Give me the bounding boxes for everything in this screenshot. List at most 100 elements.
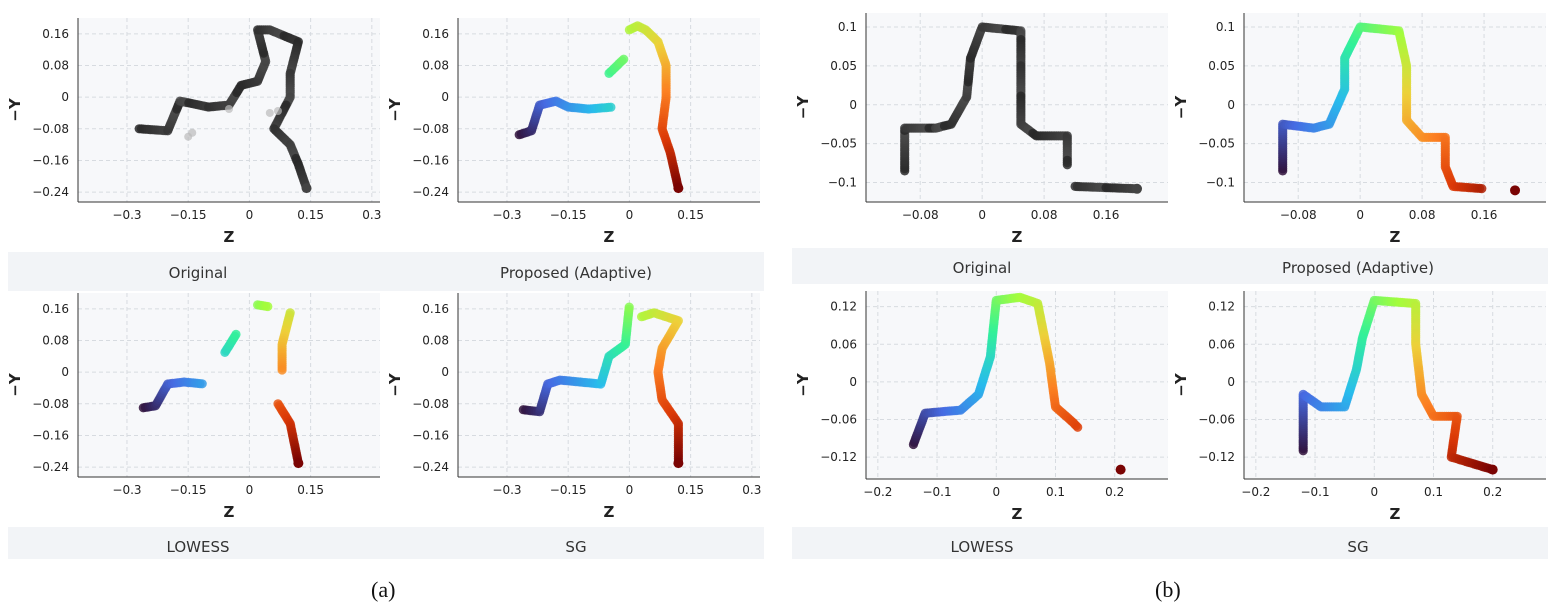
x-tick-label: 0: [1356, 208, 1364, 222]
x-tick-label: 0.16: [1471, 208, 1498, 222]
data-point: [1487, 464, 1498, 475]
x-tick-label: 0: [626, 208, 634, 222]
caption-band-a2: [8, 527, 764, 559]
x-axis-label: Z: [1390, 505, 1401, 523]
plot-area: [1244, 291, 1546, 479]
x-tick-label: 0.2: [1483, 485, 1502, 499]
y-tick-label: 0.05: [1208, 59, 1235, 73]
data-point: [277, 365, 287, 375]
data-point: [624, 302, 634, 312]
x-axis-label: Z: [1012, 228, 1023, 246]
y-tick-label: −0.08: [32, 122, 69, 136]
x-tick-label: −0.3: [492, 483, 521, 497]
data-point: [263, 301, 273, 312]
y-tick-label: −0.16: [32, 428, 69, 442]
x-tick-label: −0.1: [1300, 485, 1329, 499]
y-tick-label: −0.05: [1198, 137, 1235, 151]
y-tick-label: 0.16: [42, 302, 69, 316]
y-axis-label: −Y: [6, 372, 24, 397]
y-tick-label: 0: [61, 365, 69, 379]
scatter-plot-a-sg: −0.3 −0.15 0 0.15 0.3 0.16 0.08 0 −0.08 −0.16 −0.2…: [386, 293, 761, 521]
x-tick-label: 0.15: [677, 483, 704, 497]
x-tick-label: 0: [978, 208, 986, 222]
x-axis-label: Z: [1012, 505, 1023, 523]
y-tick-label: −0.16: [412, 153, 449, 167]
x-axis-label: Z: [604, 228, 615, 246]
x-tick-label: 0.08: [1409, 208, 1436, 222]
x-axis-label: Z: [224, 503, 235, 521]
y-tick-label: −0.16: [412, 428, 449, 442]
y-tick-label: −0.12: [1198, 450, 1235, 464]
y-tick-label: −0.24: [412, 185, 449, 199]
scatter-plot-b-proposed: −0.08 0 0.08 0.16 0.1 0.05 0 −0.05 −0.1 Z −Y: [1172, 13, 1546, 246]
data-point: [265, 108, 274, 117]
data-point: [1510, 185, 1521, 196]
scatter-plot-a-original: −0.3 −0.15 0 0.15 0.3 0.16 0.08 0 −0.08 −0.16 −0.2…: [6, 18, 381, 246]
y-tick-label: 0.12: [1208, 300, 1235, 314]
data-point: [1115, 464, 1126, 475]
y-tick-label: −0.16: [32, 153, 69, 167]
x-tick-label: −0.15: [550, 208, 587, 222]
data-point: [231, 329, 241, 339]
y-axis-label: −Y: [794, 372, 812, 397]
data-point: [619, 54, 629, 64]
x-tick-label: 0.15: [677, 208, 704, 222]
y-tick-label: −0.24: [32, 185, 69, 199]
y-axis-label: −Y: [386, 372, 404, 397]
y-tick-label: 0.08: [42, 333, 69, 347]
y-tick-label: −0.1: [828, 176, 857, 190]
caption-a-sg: SG: [565, 538, 587, 556]
y-tick-label: 0.08: [42, 58, 69, 72]
y-tick-label: 0: [61, 90, 69, 104]
x-tick-label: −0.08: [1280, 208, 1317, 222]
plot-area: [458, 293, 760, 477]
y-tick-label: 0: [441, 365, 449, 379]
y-tick-label: 0.08: [422, 333, 449, 347]
y-tick-label: 0.16: [422, 302, 449, 316]
x-tick-label: 0: [992, 485, 1000, 499]
y-tick-label: 0.1: [838, 20, 857, 34]
plot-area: [1244, 13, 1546, 202]
scatter-plot-b-sg: −0.2 −0.1 0 0.1 0.2 0.12 0.06 0 −0.06 −0.12 Z −Y: [1172, 291, 1546, 523]
x-tick-label: 0.3: [362, 208, 381, 222]
y-axis-label: −Y: [794, 95, 812, 120]
y-tick-label: −0.24: [412, 460, 449, 474]
x-tick-label: 0.16: [1093, 208, 1120, 222]
y-tick-label: −0.08: [412, 397, 449, 411]
x-tick-label: 0.08: [1031, 208, 1058, 222]
y-tick-label: 0: [1227, 375, 1235, 389]
caption-b-proposed: Proposed (Adaptive): [1282, 259, 1434, 277]
subfigure-label-a: (a): [371, 577, 396, 602]
y-axis-label: −Y: [1172, 372, 1190, 397]
y-tick-label: 0: [849, 375, 857, 389]
x-tick-label: −0.2: [1241, 485, 1270, 499]
y-axis-label: −Y: [386, 97, 404, 122]
x-tick-label: 0: [1370, 485, 1378, 499]
y-tick-label: 0.1: [1216, 20, 1235, 34]
x-axis-label: Z: [604, 503, 615, 521]
x-tick-label: −0.08: [902, 208, 939, 222]
y-tick-label: 0.08: [422, 58, 449, 72]
data-point: [1132, 183, 1143, 194]
plot-area: [866, 291, 1168, 479]
x-tick-label: 0: [246, 208, 254, 222]
x-tick-label: 0: [626, 483, 634, 497]
y-tick-label: 0.12: [830, 300, 857, 314]
y-tick-label: 0: [1227, 98, 1235, 112]
y-tick-label: −0.06: [820, 412, 857, 426]
y-tick-label: 0.05: [830, 59, 857, 73]
data-point: [197, 379, 207, 389]
y-tick-label: 0.06: [830, 337, 857, 351]
x-tick-label: −0.15: [170, 483, 207, 497]
x-tick-label: 0.1: [1046, 485, 1065, 499]
caption-a-original: Original: [168, 264, 228, 282]
x-tick-label: 0.2: [1105, 485, 1124, 499]
x-tick-label: 0.1: [1424, 485, 1443, 499]
data-point: [673, 458, 684, 469]
x-tick-label: −0.2: [863, 485, 892, 499]
y-tick-label: −0.08: [32, 397, 69, 411]
y-tick-label: −0.24: [32, 460, 69, 474]
data-point: [293, 458, 304, 469]
x-tick-label: −0.15: [550, 483, 587, 497]
x-tick-label: −0.15: [170, 208, 207, 222]
